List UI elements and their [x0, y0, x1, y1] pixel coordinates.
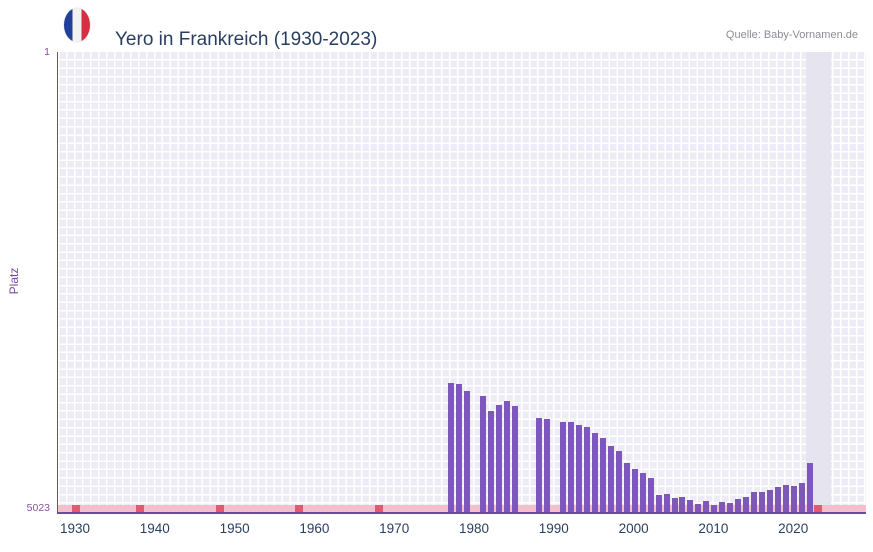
- bar-2003[interactable]: [655, 495, 662, 512]
- bar-1978[interactable]: [456, 384, 462, 512]
- y-tick-bottom: 5023: [26, 502, 50, 514]
- x-tick-label-1980: 1980: [458, 521, 490, 536]
- bar-2002[interactable]: [647, 478, 654, 512]
- bar-1982[interactable]: [487, 411, 494, 512]
- bar-1996[interactable]: [599, 438, 606, 512]
- bar-2014[interactable]: [743, 497, 750, 512]
- x-tick-label-2000: 2000: [618, 521, 649, 536]
- bar-2008[interactable]: [695, 504, 702, 512]
- bar-2018[interactable]: [775, 487, 782, 512]
- bar-2013[interactable]: [735, 499, 742, 512]
- bar-1977[interactable]: [448, 383, 454, 512]
- bar-1983[interactable]: [495, 405, 502, 512]
- no-data-marker-1958: [295, 505, 304, 512]
- x-tick-label-1960: 1960: [299, 521, 330, 536]
- bar-1995[interactable]: [591, 433, 598, 512]
- bar-1991[interactable]: [559, 422, 566, 512]
- bar-1981[interactable]: [479, 396, 486, 512]
- bar-1992[interactable]: [567, 422, 574, 512]
- bar-2009[interactable]: [703, 501, 710, 512]
- bar-2011[interactable]: [719, 502, 726, 512]
- bar-2010[interactable]: [711, 505, 718, 512]
- x-tick-label-1950: 1950: [219, 521, 250, 536]
- bar-2005[interactable]: [671, 498, 678, 512]
- plot-area[interactable]: [57, 52, 866, 514]
- current-year-highlight-band: [805, 52, 831, 512]
- x-tick-label-1930: 1930: [59, 521, 91, 536]
- bar-1989[interactable]: [543, 419, 550, 512]
- bar-2006[interactable]: [679, 497, 686, 512]
- bar-2007[interactable]: [687, 500, 694, 512]
- y-axis-label: Platz: [7, 267, 21, 295]
- bar-2022[interactable]: [807, 463, 814, 512]
- bar-2017[interactable]: [767, 490, 774, 512]
- no-data-marker-1938: [135, 505, 144, 512]
- no-data-marker-1948: [215, 505, 224, 512]
- bar-2016[interactable]: [759, 492, 766, 512]
- bar-1988[interactable]: [535, 418, 542, 512]
- bar-2012[interactable]: [727, 503, 734, 512]
- france-flag-icon: [64, 8, 90, 42]
- y-tick-top: 1: [44, 46, 50, 58]
- x-tick-label-1970: 1970: [379, 521, 410, 536]
- bar-2021[interactable]: [799, 483, 806, 512]
- x-tick-label-1990: 1990: [538, 521, 569, 536]
- no-data-baseline-strip: [58, 505, 866, 512]
- bar-1979[interactable]: [464, 391, 470, 512]
- x-tick-label-2010: 2010: [698, 521, 729, 536]
- bar-1999[interactable]: [623, 463, 630, 512]
- bar-2020[interactable]: [791, 486, 798, 512]
- no-data-marker-1930: [72, 505, 80, 512]
- bar-1985[interactable]: [511, 406, 518, 512]
- bar-1997[interactable]: [607, 446, 614, 512]
- bar-2004[interactable]: [663, 494, 670, 512]
- bar-2019[interactable]: [783, 485, 790, 512]
- bar-2015[interactable]: [751, 492, 758, 512]
- bar-2000[interactable]: [631, 469, 638, 512]
- source-credit: Quelle: Baby-Vornamen.de: [725, 29, 858, 41]
- chart-title: Yero in Frankreich (1930-2023): [115, 28, 378, 50]
- bar-1994[interactable]: [583, 427, 590, 512]
- x-tick-label-1940: 1940: [139, 521, 170, 536]
- bar-2001[interactable]: [639, 473, 646, 512]
- bar-1993[interactable]: [575, 425, 582, 512]
- x-tick-label-2020: 2020: [778, 521, 809, 536]
- no-data-marker-1968: [375, 505, 384, 512]
- bar-1998[interactable]: [615, 451, 622, 512]
- no-data-marker-2023: [814, 505, 823, 512]
- bar-1984[interactable]: [503, 401, 510, 512]
